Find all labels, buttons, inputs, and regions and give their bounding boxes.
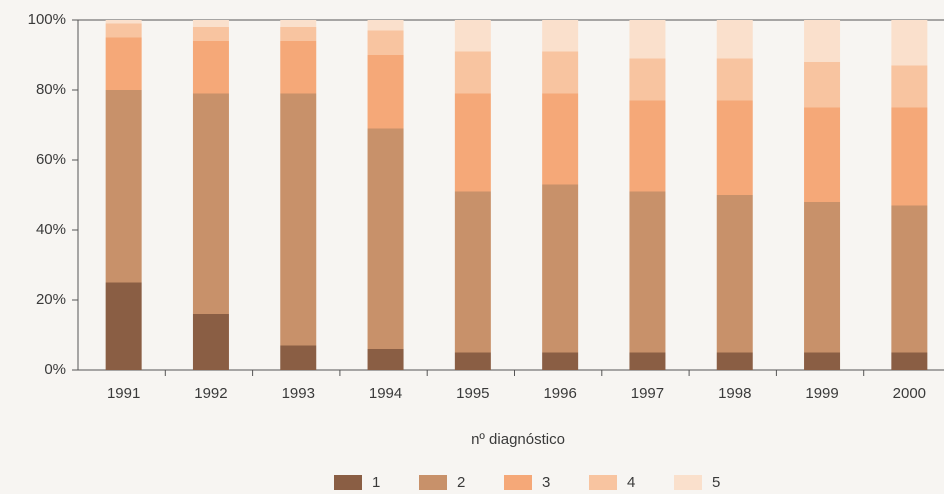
- bar-segment: [454, 93, 491, 192]
- bar-segment: [367, 128, 404, 349]
- y-tick-label: 40%: [36, 221, 66, 238]
- bar-segment: [542, 184, 579, 353]
- legend-label: 1: [372, 474, 380, 491]
- bar-segment: [542, 93, 579, 185]
- bar-segment: [542, 352, 579, 370]
- bar-segment: [280, 93, 317, 346]
- bar-segment: [454, 352, 491, 370]
- bar-segment: [454, 20, 491, 52]
- bar-segment: [629, 352, 666, 370]
- legend-swatch: [674, 475, 702, 490]
- legend-label: 4: [627, 474, 635, 491]
- bar-segment: [891, 352, 928, 370]
- bar-segment: [542, 20, 579, 52]
- bar-segment: [716, 100, 753, 195]
- x-tick-label: 1997: [631, 385, 664, 402]
- bar-segment: [105, 37, 142, 90]
- y-tick-label: 0%: [44, 361, 66, 378]
- bar-segment: [105, 20, 142, 24]
- bar-segment: [891, 20, 928, 66]
- legend-title: nº diagnóstico: [471, 431, 565, 448]
- bar-segment: [367, 349, 404, 370]
- bar-segment: [629, 100, 666, 192]
- bar-segment: [192, 93, 229, 314]
- x-tick-label: 1994: [369, 385, 402, 402]
- bar-segment: [192, 27, 229, 41]
- legend-label: 2: [457, 474, 465, 491]
- x-tick-label: 1992: [194, 385, 227, 402]
- bar-segment: [367, 55, 404, 129]
- bar-segment: [192, 41, 229, 94]
- legend-swatch: [589, 475, 617, 490]
- legend-swatch: [334, 475, 362, 490]
- x-tick-label: 1998: [718, 385, 751, 402]
- bar-segment: [280, 20, 317, 27]
- bar-segment: [280, 345, 317, 370]
- bar-segment: [716, 58, 753, 101]
- legend-swatch: [504, 475, 532, 490]
- y-tick-label: 20%: [36, 291, 66, 308]
- legend-swatch: [419, 475, 447, 490]
- bar-segment: [542, 51, 579, 94]
- bar-segment: [629, 20, 666, 59]
- legend-label: 5: [712, 474, 720, 491]
- bar-segment: [716, 352, 753, 370]
- bar-segment: [804, 352, 841, 370]
- bar-segment: [105, 282, 142, 370]
- bar-segment: [629, 58, 666, 101]
- x-tick-label: 1991: [107, 385, 140, 402]
- bar-segment: [280, 27, 317, 41]
- bar-segment: [454, 51, 491, 94]
- bar-segment: [367, 30, 404, 55]
- bar-segment: [280, 41, 317, 94]
- bar-segment: [804, 62, 841, 108]
- bar-segment: [891, 205, 928, 353]
- x-tick-label: 1999: [805, 385, 838, 402]
- x-tick-label: 1996: [543, 385, 576, 402]
- x-tick-label: 1995: [456, 385, 489, 402]
- bar-segment: [891, 107, 928, 206]
- bar-segment: [192, 314, 229, 370]
- x-tick-label: 1993: [282, 385, 315, 402]
- y-tick-label: 100%: [28, 11, 66, 28]
- bar-segment: [105, 23, 142, 38]
- x-tick-label: 2000: [893, 385, 926, 402]
- y-tick-label: 80%: [36, 81, 66, 98]
- bar-segment: [716, 195, 753, 353]
- bar-segment: [804, 20, 841, 62]
- legend-label: 3: [542, 474, 550, 491]
- bar-segment: [804, 202, 841, 353]
- y-tick-label: 60%: [36, 151, 66, 168]
- bar-segment: [629, 191, 666, 353]
- bar-segment: [454, 191, 491, 353]
- bar-segment: [716, 20, 753, 59]
- bar-segment: [891, 65, 928, 108]
- bar-segment: [192, 20, 229, 27]
- bar-segment: [367, 20, 404, 31]
- bar-segment: [804, 107, 841, 202]
- bar-segment: [105, 90, 142, 283]
